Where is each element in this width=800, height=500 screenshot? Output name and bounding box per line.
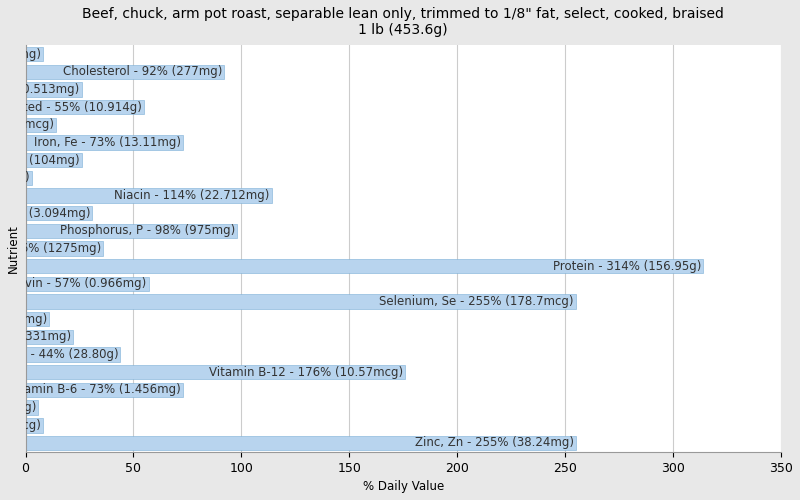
Text: Manganese, Mn - 3% (0.054mg): Manganese, Mn - 3% (0.054mg) [0,172,30,184]
Bar [26,100,144,114]
Text: Zinc, Zn - 255% (38.24mg): Zinc, Zn - 255% (38.24mg) [415,436,574,450]
Bar [26,330,73,344]
Text: Vitamin B-6 - 73% (1.456mg): Vitamin B-6 - 73% (1.456mg) [8,384,181,396]
Bar [26,47,42,62]
Y-axis label: Nutrient: Nutrient [7,224,20,273]
Bar [26,294,576,309]
Bar [26,400,38,415]
Bar [26,224,237,238]
Bar [26,188,272,202]
Text: Thiamin - 22% (0.331mg): Thiamin - 22% (0.331mg) [0,330,71,344]
Text: Selenium, Se - 255% (178.7mcg): Selenium, Se - 255% (178.7mcg) [379,295,574,308]
Bar [26,118,56,132]
Bar [26,348,121,362]
Text: Pantothenic acid - 31% (3.094mg): Pantothenic acid - 31% (3.094mg) [0,206,90,220]
Bar [26,242,103,256]
Text: Vitamin E (alpha-tocopherol) - 6% (1.95mg): Vitamin E (alpha-tocopherol) - 6% (1.95m… [0,401,36,414]
Text: Potassium, K - 36% (1275mg): Potassium, K - 36% (1275mg) [0,242,101,255]
Text: Total lipid (fat) - 44% (28.80g): Total lipid (fat) - 44% (28.80g) [0,348,118,361]
Text: Riboflavin - 57% (0.966mg): Riboflavin - 57% (0.966mg) [0,278,146,290]
Text: Vitamin B-12 - 176% (10.57mcg): Vitamin B-12 - 176% (10.57mcg) [209,366,403,378]
Bar [26,312,50,326]
Bar [26,153,82,168]
Text: Copper, Cu - 26% (0.513mg): Copper, Cu - 26% (0.513mg) [0,83,79,96]
Bar [26,365,406,380]
Bar [26,206,93,220]
Text: Fatty acids, total saturated - 55% (10.914g): Fatty acids, total saturated - 55% (10.9… [0,100,142,114]
Text: Phosphorus, P - 98% (975mg): Phosphorus, P - 98% (975mg) [60,224,235,237]
Bar [26,436,576,450]
Bar [26,259,703,274]
Title: Beef, chuck, arm pot roast, separable lean only, trimmed to 1/8" fat, select, co: Beef, chuck, arm pot roast, separable le… [82,7,724,37]
Text: Calcium, Ca - 8% (77mg): Calcium, Ca - 8% (77mg) [0,48,41,60]
Bar [26,64,224,79]
Bar [26,82,82,96]
Bar [26,382,183,397]
Bar [26,276,149,291]
Text: Niacin - 114% (22.712mg): Niacin - 114% (22.712mg) [114,189,270,202]
Text: Magnesium, Mg - 26% (104mg): Magnesium, Mg - 26% (104mg) [0,154,79,166]
X-axis label: % Daily Value: % Daily Value [362,480,444,493]
Text: Cholesterol - 92% (277mg): Cholesterol - 92% (277mg) [62,66,222,78]
Bar [26,418,42,432]
Text: Vitamin K (phylloquinone) - 8% (6.8mcg): Vitamin K (phylloquinone) - 8% (6.8mcg) [0,419,41,432]
Text: Protein - 314% (156.95g): Protein - 314% (156.95g) [553,260,702,272]
Bar [26,135,183,150]
Bar [26,170,32,185]
Text: Folate, total - 14% (54mcg): Folate, total - 14% (54mcg) [0,118,54,132]
Text: Iron, Fe - 73% (13.11mg): Iron, Fe - 73% (13.11mg) [34,136,181,149]
Text: Sodium, Na - 11% (259mg): Sodium, Na - 11% (259mg) [0,312,47,326]
